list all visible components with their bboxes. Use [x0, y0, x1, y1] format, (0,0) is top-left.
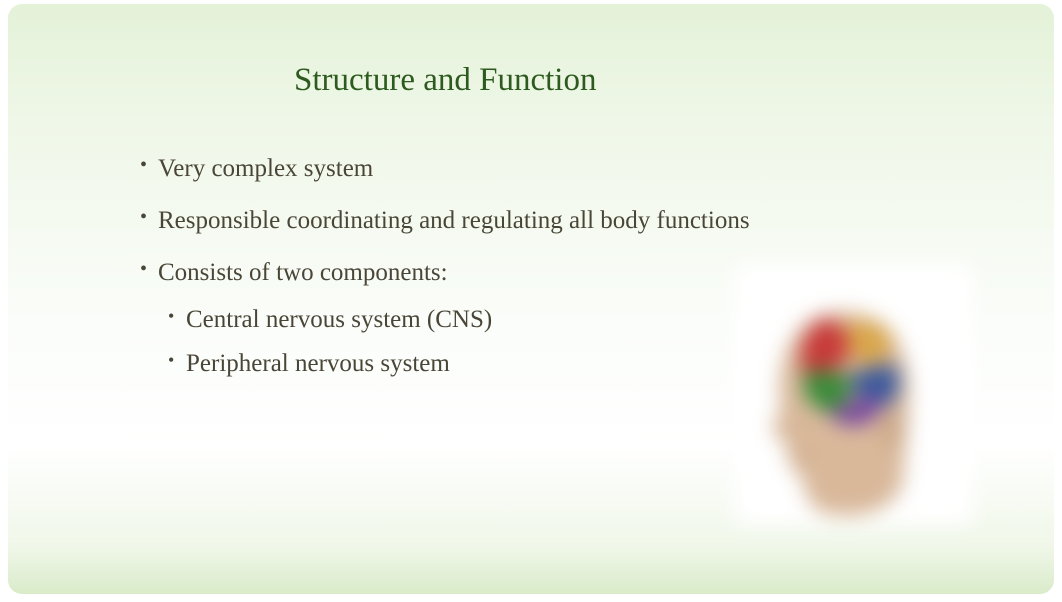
bullet-text: Very complex system [158, 155, 373, 182]
slide-title: Structure and Function [294, 62, 596, 99]
bullet-text: Consists of two components: [158, 259, 448, 286]
sub-bullet-text: Peripheral nervous system [186, 350, 450, 377]
sub-bullet-item: Central nervous system (CNS) [158, 303, 776, 337]
bullet-item: Very complex system [126, 152, 776, 186]
bullet-list: Very complex system Responsible coordina… [126, 152, 776, 381]
sub-bullet-text: Central nervous system (CNS) [186, 306, 492, 333]
sub-bullet-item: Peripheral nervous system [158, 347, 776, 381]
sub-list: Central nervous system (CNS) Peripheral … [158, 303, 776, 381]
slide: Structure and Function Very complex syst… [8, 4, 1054, 594]
bullet-item: Responsible coordinating and regulating … [126, 204, 776, 238]
bullet-item: Consists of two components: Central nerv… [126, 256, 776, 381]
brain-head-image [734, 264, 974, 524]
bullet-text: Responsible coordinating and regulating … [158, 207, 750, 234]
slide-content: Very complex system Responsible coordina… [126, 152, 776, 399]
